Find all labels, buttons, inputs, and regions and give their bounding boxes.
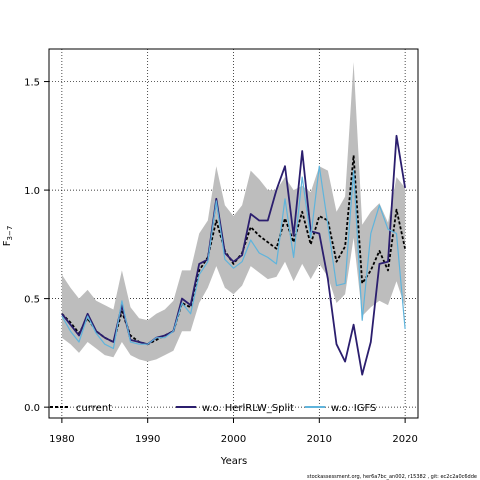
y-axis-title: F3−7 [2,226,14,247]
x-axis: 1980 1990 2000 2010 2020 [49,418,418,445]
x-tick-label: 2010 [307,434,332,445]
footer-text: stockassessment.org, her6a7bc_an002, r15… [307,474,477,480]
y-tick-label: 0.0 [24,403,40,414]
legend-item-w-o-igfs: w.o. IGFS [305,403,376,414]
y-axis-title-main: F [2,240,13,246]
legend-label: current [76,403,112,414]
y-tick-label: 1.5 [24,78,40,89]
x-tick-label: 1990 [135,434,160,445]
x-axis-title: Years [220,456,247,467]
y-axis: 0.0 0.5 1.0 1.5 [24,78,49,414]
y-tick-label: 0.5 [24,295,40,306]
legend-item-w-o-herlrlw-split: w.o. HerlRLW_Split [176,403,294,414]
series-line-w-o-igfs [61,165,406,350]
y-axis-title-subscript: 3−7 [6,226,14,241]
legend-item-current: current [50,403,112,414]
x-tick-label: 1980 [49,434,74,445]
series-line-current [61,154,406,346]
legend-label: w.o. IGFS [331,403,376,414]
y-tick-label: 1.0 [24,186,40,197]
legend: current w.o. HerlRLW_Split w.o. IGFS [50,403,376,414]
legend-label: w.o. HerlRLW_Split [202,403,294,414]
series-lines [61,134,406,376]
x-tick-label: 2020 [392,434,417,445]
x-tick-label: 2000 [221,434,246,445]
